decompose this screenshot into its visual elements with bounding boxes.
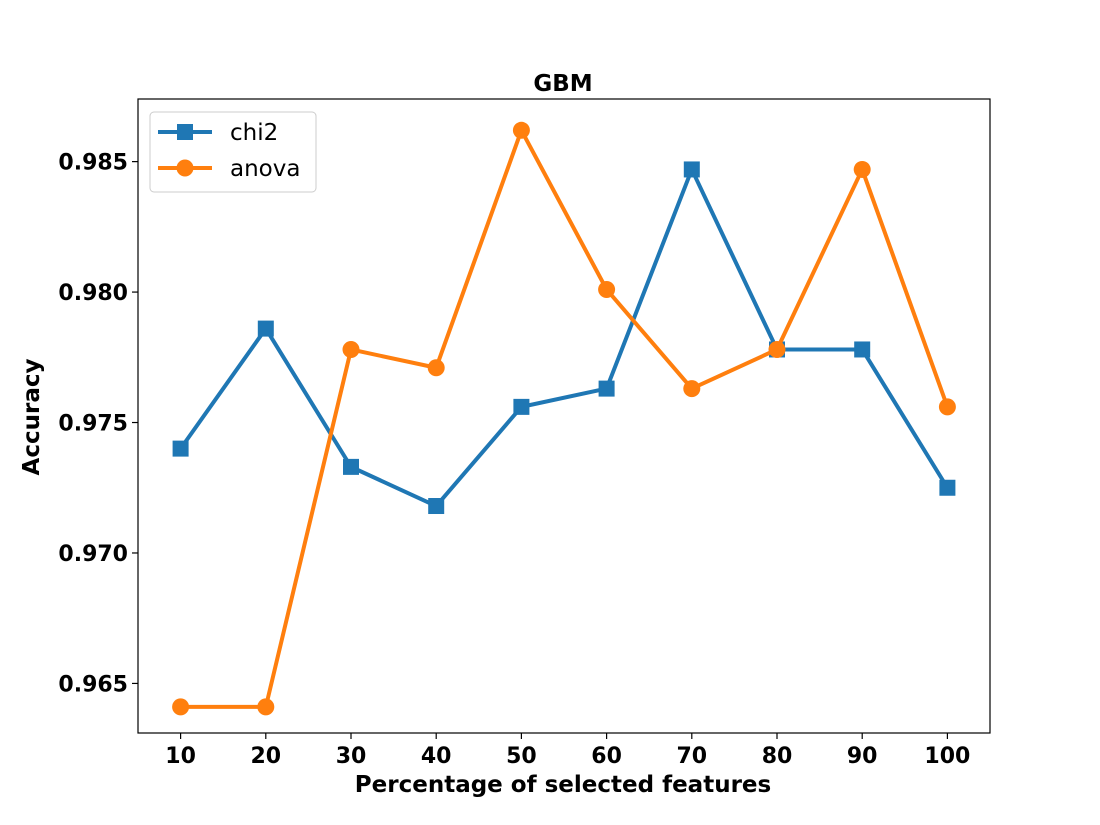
data-point-anova	[768, 340, 786, 358]
plot-frame	[137, 98, 991, 734]
x-tick-label: 10	[165, 744, 196, 769]
x-tick-label: 70	[676, 744, 707, 769]
data-point-chi2	[428, 498, 445, 515]
legend-marker-anova	[176, 159, 194, 177]
data-point-chi2	[598, 380, 615, 397]
x-tick-label: 80	[762, 744, 793, 769]
x-tick-label: 40	[421, 744, 452, 769]
data-point-chi2	[939, 479, 956, 496]
data-point-anova	[598, 280, 616, 298]
y-tick-label: 0.985	[58, 151, 128, 176]
y-tick-label: 0.965	[58, 672, 128, 697]
legend-label-chi2: chi2	[230, 120, 278, 146]
y-tick-label: 0.980	[58, 281, 128, 306]
data-point-chi2	[854, 341, 871, 358]
data-point-anova	[342, 340, 360, 358]
series-line-anova	[180, 128, 950, 709]
x-axis-label: Percentage of selected features	[355, 772, 771, 798]
chart-title: GBM	[533, 71, 592, 97]
data-point-anova	[512, 121, 530, 139]
data-point-chi2	[513, 398, 530, 415]
y-axis-label: Accuracy	[19, 359, 45, 476]
legend-marker-chi2	[177, 124, 193, 140]
x-tick-label: 90	[847, 744, 878, 769]
y-axis: 0.965 0.970 0.975 0.980 0.985	[58, 151, 138, 697]
legend: chi2 anova	[149, 111, 317, 193]
data-point-anova	[853, 160, 871, 178]
x-tick-label: 50	[506, 744, 537, 769]
data-point-anova	[683, 380, 701, 398]
data-point-anova	[427, 359, 445, 377]
data-point-chi2	[683, 161, 700, 178]
x-tick-label: 20	[250, 744, 281, 769]
data-point-anova	[172, 698, 190, 716]
x-axis: 10 20 30 40 50 60 70 80 90 100	[165, 733, 970, 769]
y-tick-label: 0.975	[58, 412, 128, 437]
data-point-anova	[938, 398, 956, 416]
y-tick-label: 0.970	[58, 542, 128, 567]
x-tick-label: 100	[924, 744, 970, 769]
series-line-chi2	[178, 167, 950, 509]
data-point-anova	[257, 698, 275, 716]
data-point-chi2	[343, 458, 359, 475]
x-tick-label: 60	[591, 744, 622, 769]
x-tick-label: 30	[336, 744, 367, 769]
data-point-chi2	[257, 320, 274, 337]
series-layer	[172, 121, 956, 716]
data-point-chi2	[172, 440, 189, 457]
legend-label-anova: anova	[230, 156, 300, 182]
